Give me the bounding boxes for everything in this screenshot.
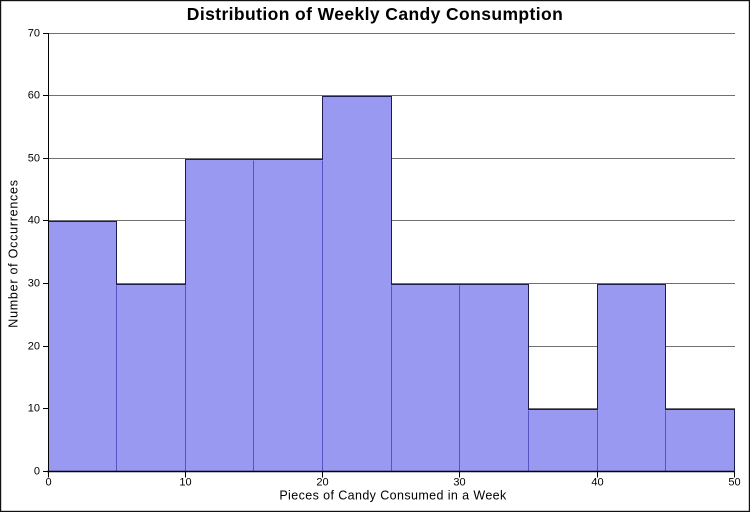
svg-text:40: 40 <box>591 477 603 489</box>
svg-text:70: 70 <box>28 28 40 40</box>
svg-text:30: 30 <box>453 477 465 489</box>
svg-text:0: 0 <box>45 477 51 489</box>
svg-text:30: 30 <box>28 278 40 290</box>
svg-text:60: 60 <box>28 90 40 102</box>
svg-text:40: 40 <box>28 215 40 227</box>
svg-text:Pieces of Candy Consumed in a: Pieces of Candy Consumed in a Week <box>279 489 507 503</box>
svg-text:10: 10 <box>179 477 191 489</box>
svg-text:Distribution of Weekly Candy C: Distribution of Weekly Candy Consumption <box>187 4 563 24</box>
svg-text:50: 50 <box>28 153 40 165</box>
svg-text:Number of Occurrences: Number of Occurrences <box>6 179 20 327</box>
svg-text:10: 10 <box>28 403 40 415</box>
svg-text:20: 20 <box>316 477 328 489</box>
svg-text:50: 50 <box>728 477 740 489</box>
svg-text:0: 0 <box>34 466 40 478</box>
svg-text:20: 20 <box>28 341 40 353</box>
